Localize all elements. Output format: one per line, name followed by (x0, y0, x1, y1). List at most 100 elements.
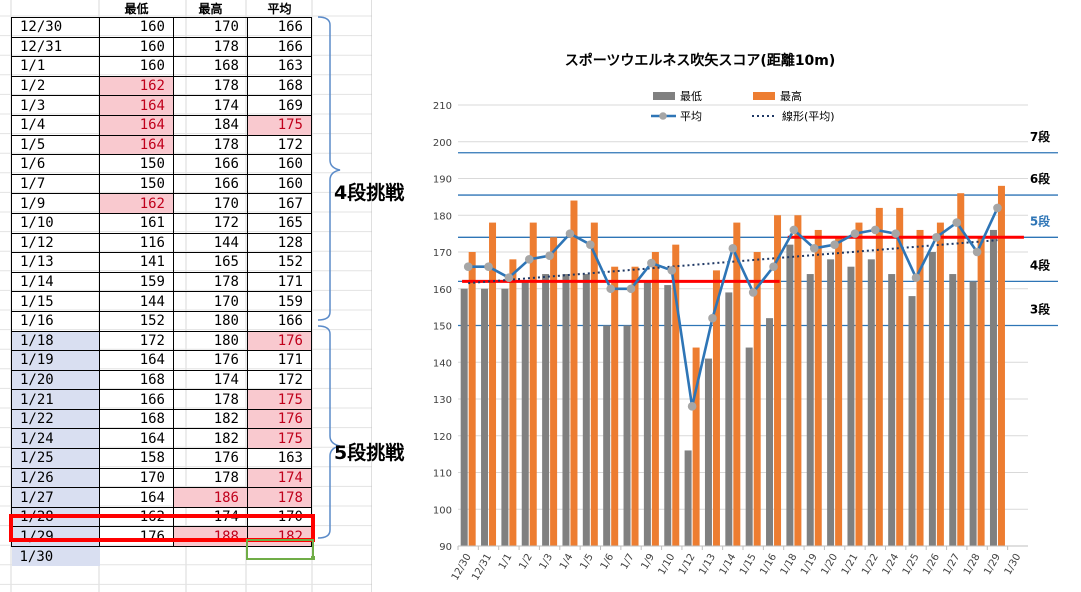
average-point (687, 402, 697, 411)
date-cell[interactable]: 12/31 (11, 36, 100, 58)
avg-cell[interactable]: 171 (247, 350, 312, 371)
date-cell[interactable]: 1/6 (11, 154, 100, 175)
average-point (891, 229, 900, 238)
date-cell[interactable]: 1/20 (11, 369, 100, 391)
x-tick-label: 1/9 (639, 552, 657, 571)
average-point (911, 273, 921, 283)
date-cell[interactable]: 1/27 (11, 487, 100, 508)
column-header[interactable]: 最高 (198, 2, 223, 16)
bar-max (896, 207, 904, 546)
bar-max (957, 193, 965, 546)
max-cell[interactable]: 174 (173, 95, 248, 116)
y-tick-label: 120 (433, 432, 452, 443)
y-tick-label: 140 (433, 358, 452, 369)
average-point (993, 203, 1002, 213)
x-tick-label: 1/1 (497, 552, 515, 571)
bar-min (704, 358, 712, 546)
min-cell[interactable]: 160 (99, 36, 174, 58)
avg-cell[interactable]: 176 (247, 330, 312, 352)
legend-swatch-min (653, 92, 675, 100)
avg-cell[interactable]: 165 (247, 212, 312, 234)
min-cell[interactable]: 162 (99, 193, 174, 214)
bar-max (631, 266, 639, 546)
min-cell[interactable]: 164 (99, 114, 174, 136)
column-header[interactable]: 平均 (267, 2, 292, 16)
x-tick-label: 1/14 (718, 552, 739, 577)
table-row: 1/18 172 180 176 (11, 330, 312, 352)
bar-min (847, 266, 855, 546)
max-cell[interactable]: 174 (173, 369, 248, 391)
min-cell[interactable]: 164 (99, 134, 174, 156)
x-tick-label: 1/13 (697, 552, 718, 577)
table-row: 1/12 116 144 128 (11, 232, 312, 254)
date-cell[interactable]: 1/19 (11, 350, 100, 371)
bar-min (562, 274, 570, 546)
avg-cell[interactable]: 159 (247, 291, 312, 312)
average-point (524, 255, 534, 264)
average-point (932, 233, 941, 242)
avg-cell[interactable]: 172 (247, 134, 312, 156)
avg-cell[interactable]: 166 (247, 17, 312, 38)
avg-cell[interactable]: 152 (247, 252, 312, 273)
date-cell[interactable]: 1/15 (11, 291, 100, 312)
average-point (626, 284, 636, 294)
bar-min (623, 325, 631, 546)
date-cell[interactable]: 1/30 (11, 546, 100, 567)
date-cell[interactable]: 12/30 (11, 17, 100, 38)
column-header[interactable]: 最低 (124, 2, 149, 16)
x-tick-label: 1/15 (738, 552, 759, 577)
min-cell[interactable]: 166 (99, 389, 174, 410)
x-tick-label: 1/28 (962, 552, 983, 577)
date-cell[interactable]: 1/2 (11, 75, 100, 97)
legend-label-trend: 線形(平均) (782, 109, 835, 123)
bar-max (855, 222, 863, 546)
max-cell[interactable]: 170 (173, 17, 248, 38)
table-row: 1/20 168 174 172 (11, 369, 312, 391)
table-row: 1/10 161 172 165 (11, 212, 312, 234)
x-tick-label: 1/10 (657, 552, 678, 577)
average-point (565, 229, 575, 238)
min-cell[interactable]: 152 (99, 310, 174, 332)
max-cell[interactable]: 166 (173, 173, 248, 195)
min-cell[interactable]: 160 (99, 17, 174, 38)
avg-cell[interactable]: 176 (247, 408, 312, 430)
bar-max (733, 222, 741, 546)
bar-max (774, 215, 782, 546)
max-cell[interactable]: 182 (173, 428, 248, 450)
avg-cell[interactable]: 163 (247, 56, 312, 77)
max-cell[interactable]: 165 (173, 252, 248, 273)
bar-min (603, 325, 611, 546)
date-cell[interactable]: 1/9 (11, 193, 100, 214)
table-row: 1/7 150 166 160 (11, 173, 312, 195)
y-tick-label: 170 (433, 248, 452, 259)
min-cell[interactable]: 168 (99, 408, 174, 430)
min-cell[interactable]: 164 (99, 428, 174, 450)
bar-min (806, 274, 814, 546)
table-row: 1/13 141 165 152 (11, 252, 312, 273)
avg-cell[interactable]: 175 (247, 114, 312, 136)
max-cell[interactable]: 170 (173, 291, 248, 312)
avg-cell[interactable]: 168 (247, 75, 312, 97)
avg-cell[interactable]: 128 (247, 232, 312, 254)
table-row: 12/30 160 170 166 (11, 17, 312, 38)
avg-cell[interactable]: 172 (247, 369, 312, 391)
avg-cell[interactable]: 169 (247, 95, 312, 116)
bar-min (684, 450, 692, 546)
avg-cell[interactable]: 175 (247, 428, 312, 450)
min-cell[interactable]: 162 (99, 75, 174, 97)
bar-min (643, 281, 651, 546)
avg-cell[interactable]: 174 (247, 467, 312, 489)
y-tick-label: 200 (433, 138, 452, 149)
date-cell[interactable]: 1/26 (11, 467, 100, 489)
average-point (586, 240, 595, 249)
y-tick-label: 130 (433, 395, 452, 406)
max-cell[interactable]: 186 (173, 487, 248, 508)
y-tick-label: 110 (433, 469, 452, 480)
min-cell[interactable]: 164 (99, 95, 174, 116)
avg-cell[interactable]: 166 (247, 36, 312, 58)
min-cell[interactable]: 116 (99, 232, 174, 254)
table-row: 1/24 164 182 175 (11, 428, 312, 450)
avg-cell[interactable]: 163 (247, 448, 312, 469)
min-cell[interactable]: 144 (99, 291, 174, 312)
max-cell[interactable]: 178 (173, 389, 248, 410)
